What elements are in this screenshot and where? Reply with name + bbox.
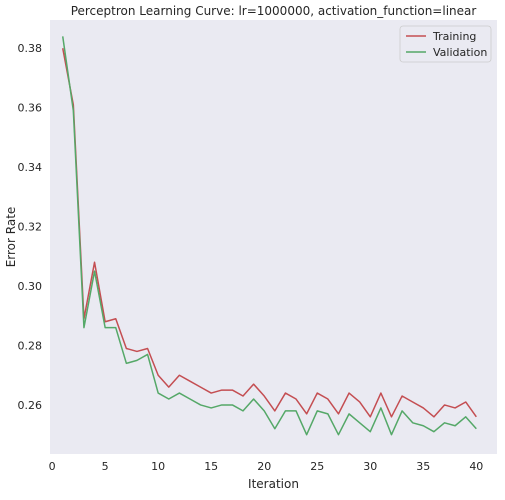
y-axis-ticks: 0.26 0.28 0.30 0.32 0.34 0.36 0.38 (18, 42, 43, 412)
legend-label-validation: Validation (433, 46, 487, 59)
legend: Training Validation (400, 26, 491, 62)
y-tick-label: 0.28 (18, 340, 43, 353)
y-tick-label: 0.32 (18, 221, 43, 234)
y-axis-label: Error Rate (4, 207, 18, 268)
x-tick-label: 25 (310, 460, 324, 473)
x-tick-label: 20 (257, 460, 271, 473)
y-tick-label: 0.26 (18, 399, 43, 412)
y-tick-label: 0.34 (18, 161, 43, 174)
x-axis-ticks: 0 5 10 15 20 25 30 35 40 (49, 460, 484, 473)
y-tick-label: 0.36 (18, 102, 43, 115)
x-tick-label: 5 (102, 460, 109, 473)
x-tick-label: 35 (416, 460, 430, 473)
y-tick-label: 0.30 (18, 280, 43, 293)
y-tick-label: 0.38 (18, 42, 43, 55)
x-tick-label: 0 (49, 460, 56, 473)
x-tick-label: 30 (363, 460, 377, 473)
legend-label-training: Training (432, 30, 476, 43)
x-tick-label: 15 (204, 460, 218, 473)
chart-title: Perceptron Learning Curve: lr=1000000, a… (71, 4, 477, 18)
plot-area (50, 20, 497, 454)
x-tick-label: 40 (469, 460, 483, 473)
x-tick-label: 10 (151, 460, 165, 473)
x-axis-label: Iteration (248, 477, 299, 491)
